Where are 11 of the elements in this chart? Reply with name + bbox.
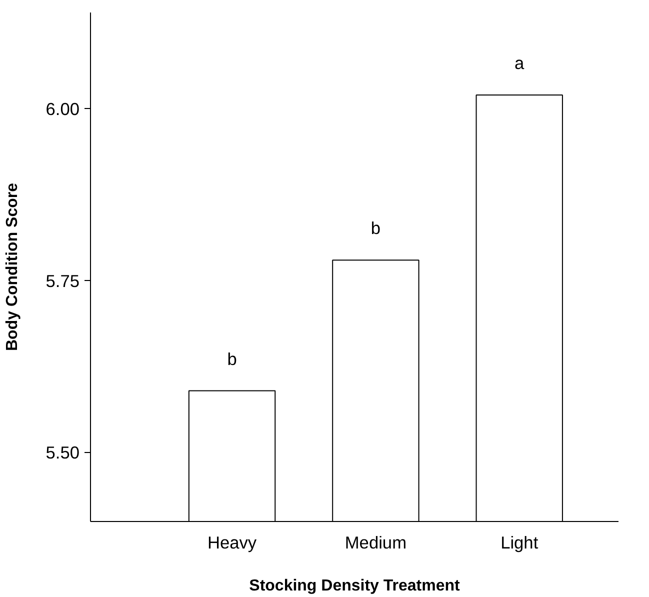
annotation: b <box>370 218 381 238</box>
y-axis-title: Body Condition Score <box>4 182 21 351</box>
x-tick-label: Medium <box>344 532 407 552</box>
x-tick-label: Light <box>500 532 538 552</box>
annotation: a <box>514 53 525 74</box>
x-tick-label: Heavy <box>207 532 257 552</box>
annotation: b <box>227 348 237 369</box>
y-tick-label: 5.50 <box>46 442 80 463</box>
y-tick-label: 5.75 <box>46 270 80 291</box>
x-axis-title: Stocking Density Treatment <box>249 578 461 594</box>
y-tick-label: 6.00 <box>46 98 80 119</box>
